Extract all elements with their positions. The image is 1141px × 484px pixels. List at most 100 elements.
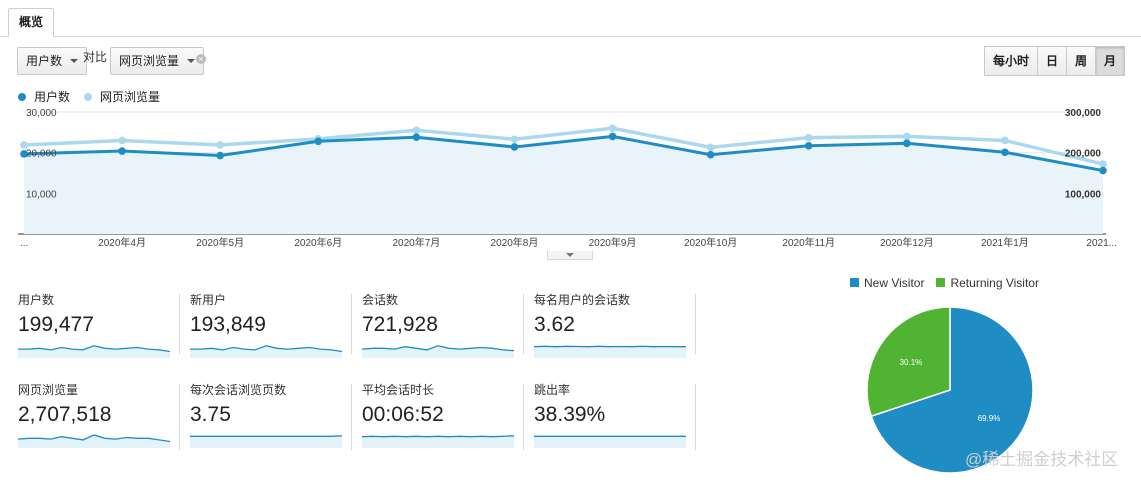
metric-tile[interactable]: 网页浏览量 2,707,518 [18, 382, 173, 448]
metric-label: 用户数 [18, 293, 55, 307]
x-tick-label: 2020年10月 [684, 236, 737, 249]
data-point-users[interactable] [706, 150, 715, 159]
metric-label: 每次会话浏览页数 [190, 383, 287, 397]
pie-slice-label: 69.9% [978, 414, 1001, 423]
metric-tile[interactable]: 每名用户的会话数 3.62 [534, 292, 689, 358]
y-tick-left: 20,000 [26, 149, 57, 160]
metric-value: 3.75 [190, 403, 231, 426]
x-tick-label: 2020年8月 [491, 236, 539, 249]
metric-tile[interactable]: 每次会话浏览页数 3.75 [190, 382, 345, 448]
x-tick-label: 2020年4月 [98, 236, 146, 249]
data-point-users[interactable] [1099, 166, 1107, 175]
chart-collapse-handle[interactable] [547, 251, 593, 260]
data-point-users[interactable] [1001, 148, 1009, 157]
data-point-users[interactable] [608, 132, 617, 141]
chevron-down-icon [70, 59, 79, 63]
line-chart: 30,000 20,000 10,000 300,000 200,000 100,000.… [18, 108, 1117, 249]
data-point-pageviews[interactable] [903, 132, 911, 141]
pie-slice[interactable] [866, 306, 951, 418]
day-button[interactable]: 日 [1037, 46, 1068, 76]
metric-label: 平均会话时长 [362, 383, 435, 397]
y-tick-left: 10,000 [26, 189, 57, 200]
series-dot-icon [18, 92, 26, 101]
y-tick-right: 300,000 [1065, 108, 1102, 119]
metric-label: 跳出率 [534, 383, 571, 397]
metric-tile[interactable]: 用户数 199,477 [18, 292, 173, 358]
data-point-pageviews[interactable] [412, 126, 421, 135]
metric-label: 会话数 [362, 293, 399, 307]
week-button[interactable]: 周 [1066, 46, 1097, 76]
separator [179, 384, 180, 450]
x-tick-label: 2020年6月 [294, 236, 342, 249]
metric-value: 199,477 [18, 313, 94, 336]
metric-value: 38.39% [534, 403, 606, 426]
series-line-pageviews [23, 126, 1104, 166]
sparkline [190, 435, 342, 448]
pie-legend-new-visitor[interactable]: New Visitor [850, 276, 924, 290]
primary-metric-label: 用户数 [26, 54, 63, 68]
data-point-pageviews[interactable] [20, 141, 28, 149]
data-point-users[interactable] [903, 139, 911, 148]
x-tick-label: 2020年5月 [196, 236, 244, 249]
hourly-button[interactable]: 每小时 [984, 46, 1039, 76]
sparkline [534, 435, 686, 448]
data-point-pageviews[interactable] [804, 133, 813, 142]
metric-label: 网页浏览量 [18, 383, 79, 397]
data-point-pageviews[interactable] [1001, 136, 1009, 145]
data-point-pageviews[interactable] [706, 143, 715, 152]
legend-label-users: 用户数 [34, 90, 71, 104]
data-point-users[interactable] [20, 150, 28, 158]
y-tick-right: 100,000 [1065, 189, 1102, 200]
separator [695, 384, 696, 450]
clear-compare-icon[interactable]: × [196, 54, 206, 64]
separator [351, 384, 352, 450]
legend-swatch-icon [850, 278, 859, 288]
data-point-pageviews[interactable] [1099, 160, 1107, 168]
data-point-users[interactable] [510, 143, 519, 151]
series-line-users [23, 134, 1104, 173]
data-point-pageviews[interactable] [216, 141, 224, 149]
month-button[interactable]: 月 [1095, 46, 1126, 76]
data-point-pageviews[interactable] [608, 124, 617, 133]
pie-slice[interactable] [870, 306, 1034, 474]
metric-tile[interactable]: 平均会话时长 00:06:52 [362, 382, 517, 448]
pie-legend-label: Returning Visitor [950, 276, 1039, 290]
chevron-down-icon [187, 59, 196, 63]
tab-overview[interactable]: 概览 [8, 8, 55, 37]
pie-legend: New Visitor Returning Visitor [850, 276, 1039, 290]
metric-value: 00:06:52 [362, 403, 444, 426]
series-dot-icon [84, 92, 93, 101]
metric-tile[interactable]: 跳出率 38.39% [534, 382, 689, 448]
data-point-users[interactable] [412, 133, 421, 142]
legend-item-users[interactable]: 用户数 [18, 88, 70, 105]
sparkline [362, 345, 514, 358]
pie-legend-returning-visitor[interactable]: Returning Visitor [936, 276, 1039, 290]
legend-item-pageviews[interactable]: 网页浏览量 [84, 88, 160, 105]
x-tick-label: ... [20, 238, 28, 249]
sparkline [534, 345, 686, 358]
visitor-pie-chart: 69.9% 30.1% [866, 306, 1034, 474]
primary-metric-dropdown[interactable]: 用户数 [17, 47, 88, 75]
data-point-users[interactable] [314, 137, 323, 146]
metric-value: 193,849 [190, 313, 266, 336]
metric-tile[interactable]: 会话数 721,928 [362, 292, 517, 358]
separator [351, 294, 352, 354]
sparkline [18, 434, 170, 448]
y-tick-right: 200,000 [1065, 149, 1102, 160]
tab-bar: 概览 [0, 0, 1141, 37]
data-point-users[interactable] [804, 141, 813, 150]
x-tick-label: 2021... [1086, 238, 1117, 249]
users-area [24, 136, 1103, 234]
data-point-pageviews[interactable] [510, 135, 519, 144]
metric-value: 2,707,518 [18, 403, 112, 426]
data-point-users[interactable] [118, 147, 126, 155]
compare-metric-dropdown[interactable]: 网页浏览量 [110, 47, 205, 75]
metric-tile[interactable]: 新用户 193,849 [190, 292, 345, 358]
data-point-users[interactable] [216, 151, 224, 160]
pie-legend-label: New Visitor [864, 276, 925, 290]
sparkline [190, 345, 342, 358]
x-tick-label: 2020年7月 [392, 236, 440, 249]
x-tick-label: 2020年11月 [782, 236, 835, 249]
legend-label-pageviews: 网页浏览量 [100, 90, 161, 104]
data-point-pageviews[interactable] [118, 136, 126, 145]
